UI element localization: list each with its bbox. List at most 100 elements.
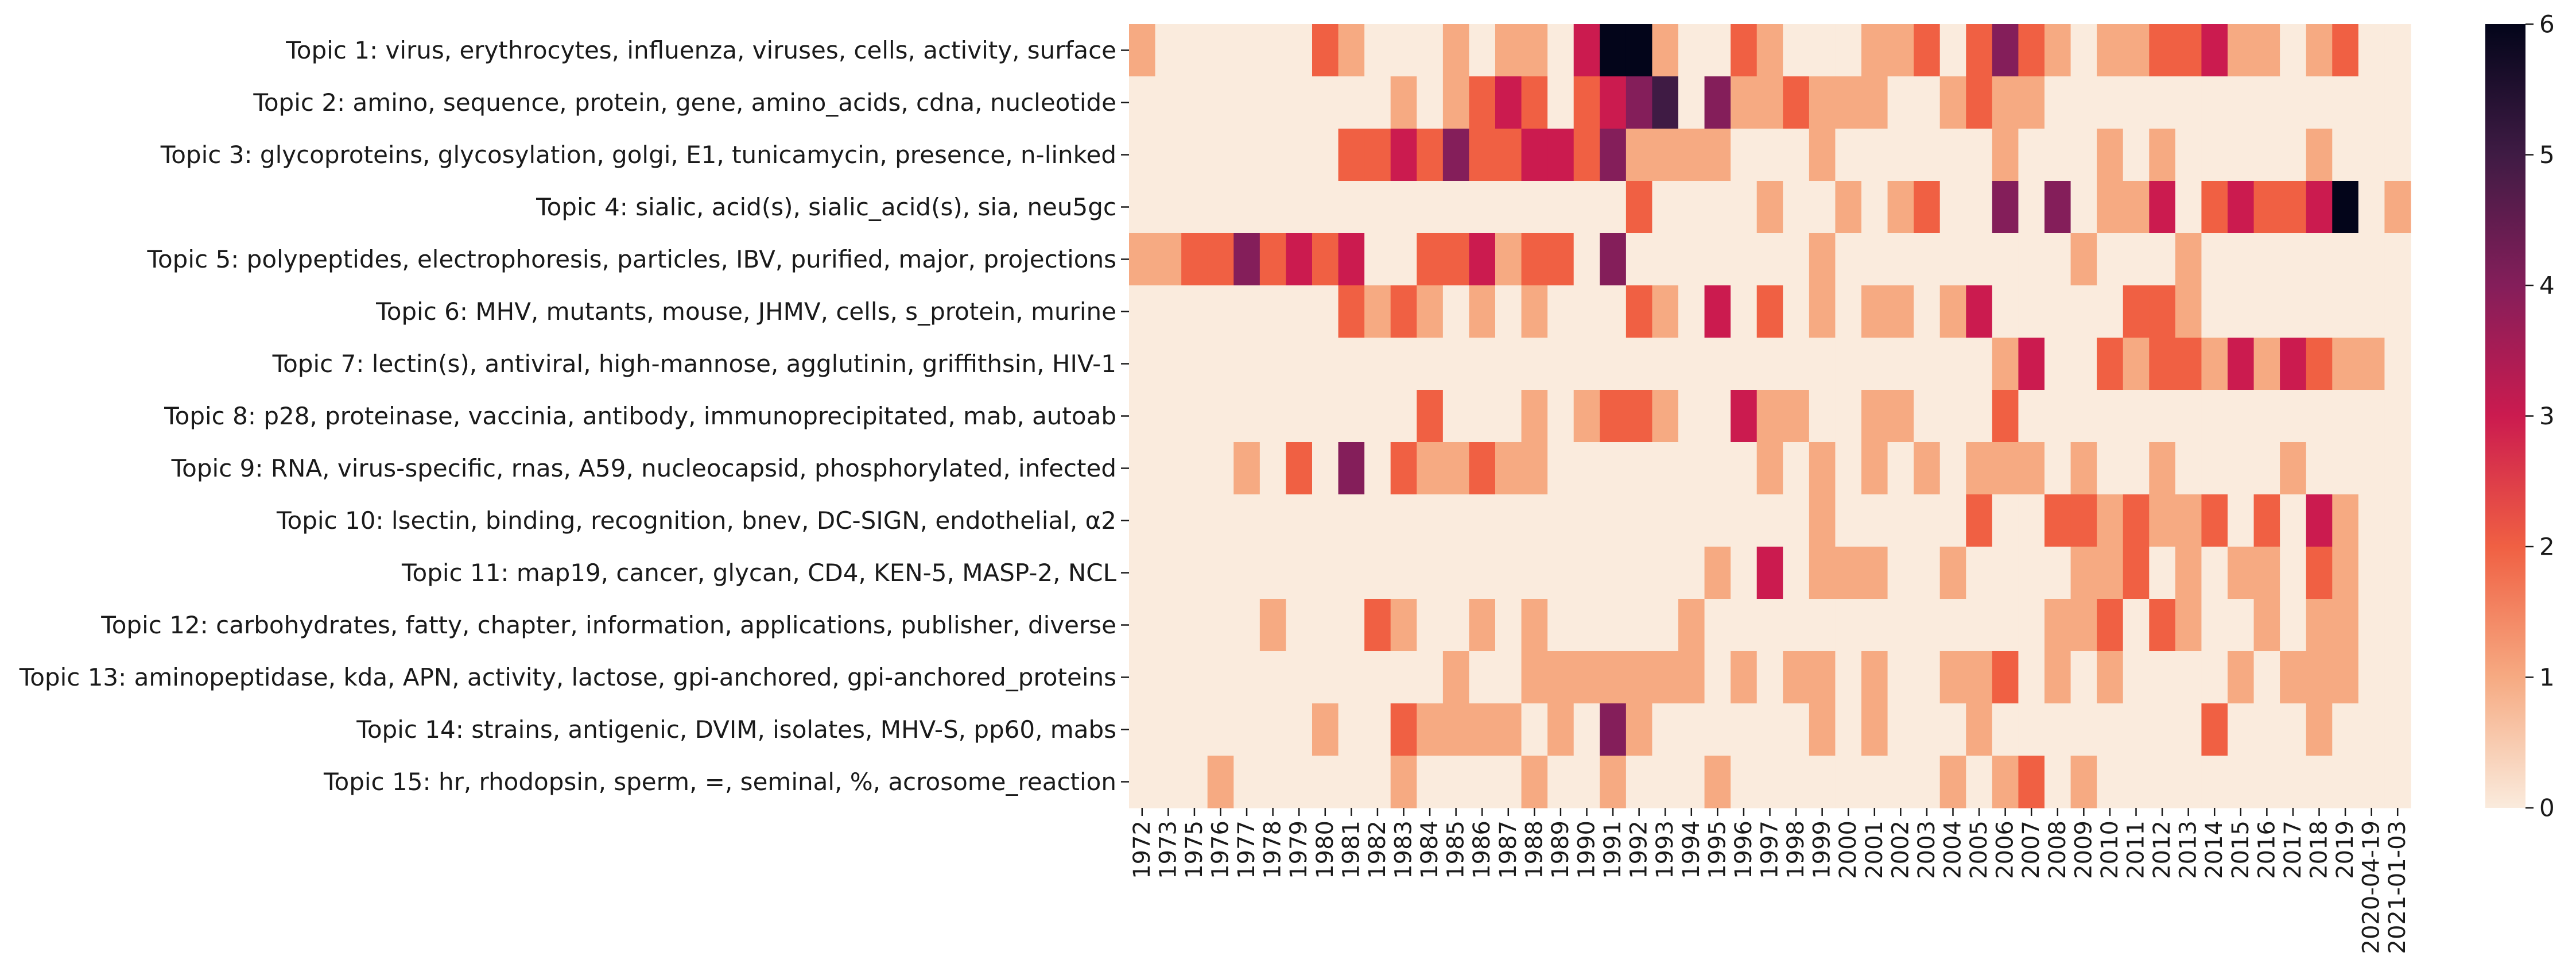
heatmap-cell (1312, 390, 1339, 443)
heatmap-cell (1417, 756, 1444, 808)
y-tick-label: Topic 2: amino, sequence, protein, gene,… (253, 88, 1116, 117)
heatmap-cell (1259, 756, 1287, 808)
x-tick-label: 2016 (2253, 821, 2280, 879)
heatmap-cell (1547, 181, 1574, 234)
heatmap-cell (1914, 390, 1941, 443)
heatmap-cell (1652, 181, 1679, 234)
heatmap-cell (2018, 547, 2045, 599)
heatmap-cell (2097, 285, 2124, 338)
heatmap-cell (1756, 651, 1783, 704)
heatmap-cell (1129, 129, 1156, 181)
heatmap-cell (2358, 703, 2385, 756)
heatmap-cell (2384, 599, 2411, 652)
x-tick-label: 1986 (1469, 821, 1495, 879)
heatmap-cell (2384, 181, 2411, 234)
heatmap-cell (1417, 442, 1444, 495)
heatmap-cell (2201, 756, 2228, 808)
x-tick-label: 1993 (1652, 821, 1678, 879)
heatmap-cell (1495, 24, 1522, 77)
heatmap-cell (1861, 129, 1888, 181)
colorbar-tick-label: 4 (2539, 272, 2555, 300)
heatmap-cell (1338, 651, 1365, 704)
heatmap-cell (1939, 547, 1966, 599)
heatmap-cell (2175, 233, 2202, 286)
heatmap-cell (1129, 24, 1156, 77)
heatmap-cell (1495, 703, 1522, 756)
heatmap-cell (1652, 129, 1679, 181)
x-tick-label: 1977 (1233, 821, 1260, 879)
heatmap-cell (2228, 651, 2255, 704)
heatmap-cell (2280, 233, 2307, 286)
heatmap-cell (1887, 494, 1914, 547)
heatmap-cell (2175, 651, 2202, 704)
x-tick-label: 1991 (1600, 821, 1626, 879)
heatmap-cell (1809, 390, 1836, 443)
heatmap-cell (1704, 129, 1731, 181)
heatmap-cell (2070, 756, 2097, 808)
heatmap-cell (1521, 547, 1548, 599)
heatmap-cell (1181, 129, 1208, 181)
heatmap-cell (1495, 285, 1522, 338)
heatmap-cell (2070, 494, 2097, 547)
heatmap-cell (1573, 24, 1600, 77)
heatmap-cell (1887, 285, 1914, 338)
heatmap-cell (1338, 24, 1365, 77)
heatmap-cell (1286, 547, 1313, 599)
heatmap-cell (1992, 181, 2019, 234)
x-tick-label: 2002 (1887, 821, 1914, 879)
heatmap-cell (1207, 547, 1234, 599)
heatmap-cell (2384, 390, 2411, 443)
heatmap-cell (1678, 442, 1705, 495)
heatmap-cell (1809, 442, 1836, 495)
heatmap-cell (1939, 494, 1966, 547)
heatmap-cell (1233, 338, 1260, 390)
heatmap-cell (2044, 285, 2071, 338)
heatmap-cell (1390, 129, 1417, 181)
heatmap-cell (1469, 181, 1496, 234)
heatmap-cell (1600, 599, 1627, 652)
x-tick-label: 1990 (1574, 821, 1600, 879)
heatmap-cell (2280, 76, 2307, 129)
heatmap-cell (2332, 442, 2359, 495)
heatmap-cell (2358, 599, 2385, 652)
x-tick-label: 1987 (1495, 821, 1522, 879)
heatmap-cell (1155, 24, 1182, 77)
heatmap-cell (1129, 547, 1156, 599)
heatmap-cell (1861, 599, 1888, 652)
heatmap-cell (1259, 285, 1287, 338)
heatmap-cell (1939, 129, 1966, 181)
heatmap-cell (1233, 233, 1260, 286)
heatmap-cell (1992, 338, 2019, 390)
y-tick-label: Topic 10: lsectin, binding, recognition,… (276, 506, 1116, 535)
heatmap-cell (1364, 756, 1391, 808)
heatmap-cell (1966, 181, 1993, 234)
heatmap-cell (1678, 547, 1705, 599)
heatmap-cell (2044, 442, 2071, 495)
heatmap-cell (2018, 442, 2045, 495)
heatmap-cell (2332, 547, 2359, 599)
x-tick-label: 1994 (1678, 821, 1705, 879)
heatmap-cell (1731, 390, 1758, 443)
heatmap-cell (2253, 756, 2280, 808)
heatmap-cell (1129, 233, 1156, 286)
heatmap-cell (1259, 338, 1287, 390)
heatmap-cell (1547, 24, 1574, 77)
heatmap-cell (1547, 442, 1574, 495)
heatmap-cell (1129, 338, 1156, 390)
heatmap-cell (1286, 181, 1313, 234)
heatmap-cell (1417, 547, 1444, 599)
heatmap-cell (2123, 129, 2150, 181)
heatmap-cell (1442, 547, 1470, 599)
heatmap-cell (1966, 651, 1993, 704)
heatmap-cell (1809, 494, 1836, 547)
heatmap-cell (1469, 76, 1496, 129)
heatmap-cell (1939, 390, 1966, 443)
x-tick-label: 2003 (1914, 821, 1940, 879)
heatmap-cell (1442, 756, 1470, 808)
heatmap-cell (1835, 599, 1862, 652)
heatmap-cell (1181, 756, 1208, 808)
heatmap-cell (1756, 285, 1783, 338)
heatmap-cell (1731, 24, 1758, 77)
heatmap-cell (1155, 442, 1182, 495)
